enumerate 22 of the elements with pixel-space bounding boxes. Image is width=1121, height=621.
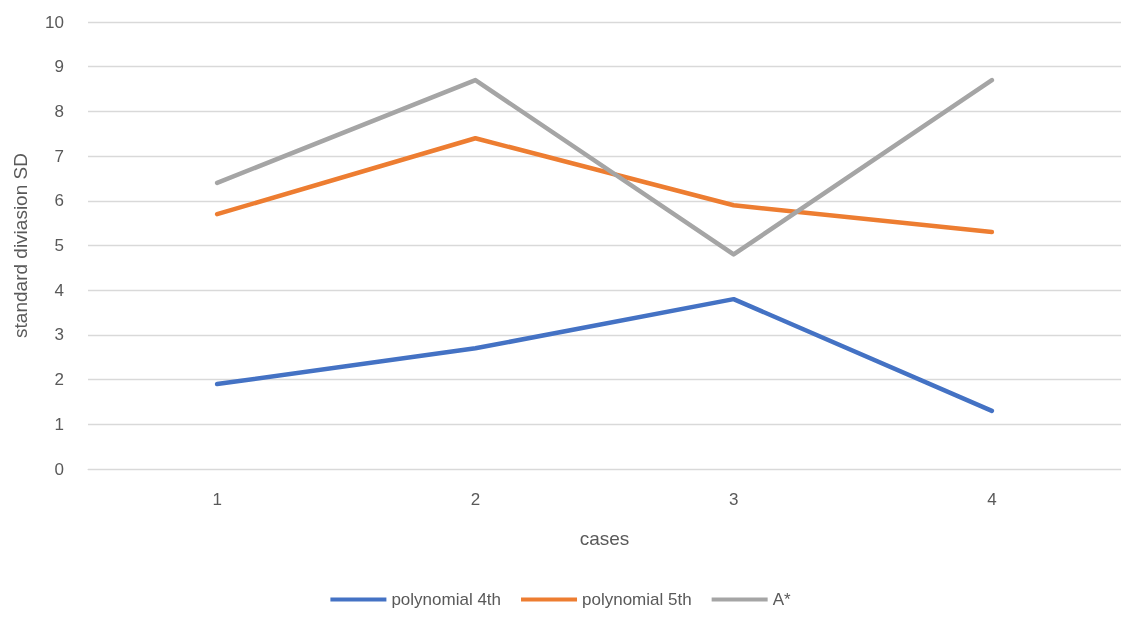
y-tick-label: 5	[54, 236, 64, 255]
y-tick-label: 1	[54, 414, 64, 434]
y-tick-label: 9	[54, 57, 64, 77]
y-tick-label: 7	[54, 146, 64, 166]
line-series	[214, 135, 995, 235]
y-axis-title: standard diviasion SD	[10, 153, 31, 338]
legend-label: polynomial 5th	[582, 590, 692, 609]
x-tick-label: 2	[470, 490, 481, 509]
x-axis-title: cases	[579, 528, 630, 549]
x-tick-label: 1	[212, 490, 222, 509]
y-tick-label: 3	[54, 325, 64, 345]
y-tick-label: 0	[54, 459, 64, 479]
legend-label: polynomial 4th	[391, 590, 502, 609]
x-tick-label: 4	[987, 490, 997, 509]
x-tick-label: 3	[728, 490, 739, 509]
legend-label: A*	[772, 590, 791, 609]
y-tick-label: 6	[54, 191, 64, 211]
y-tick-label: 8	[54, 101, 64, 121]
line-series	[214, 296, 995, 414]
y-tick-label: 4	[54, 280, 64, 300]
y-tick-label: 2	[54, 370, 64, 390]
y-tick-label: 10	[45, 12, 64, 32]
